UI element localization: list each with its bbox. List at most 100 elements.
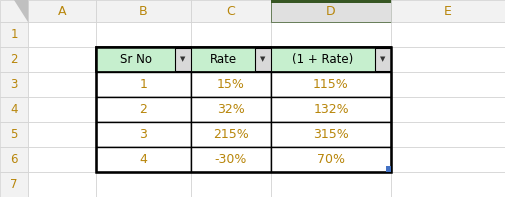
Bar xyxy=(96,47,191,72)
Bar xyxy=(0,22,28,47)
Bar xyxy=(28,0,96,22)
Bar xyxy=(191,97,271,122)
Text: C: C xyxy=(227,5,235,18)
Bar xyxy=(375,48,391,71)
Bar xyxy=(191,147,271,172)
Bar xyxy=(271,0,391,22)
Bar xyxy=(0,47,28,72)
Text: 4: 4 xyxy=(139,153,147,166)
Bar xyxy=(271,72,391,97)
Text: ▼: ▼ xyxy=(180,57,186,62)
Bar xyxy=(96,72,191,97)
Bar xyxy=(96,97,191,122)
Bar xyxy=(28,22,96,47)
Text: A: A xyxy=(58,5,66,18)
Text: ▼: ▼ xyxy=(380,57,386,62)
Bar xyxy=(191,22,271,47)
Text: 5: 5 xyxy=(10,128,18,141)
Bar xyxy=(391,72,505,97)
Bar xyxy=(271,0,391,3)
Bar xyxy=(391,22,505,47)
Bar xyxy=(386,166,391,172)
Bar xyxy=(271,97,391,122)
Text: 315%: 315% xyxy=(313,128,349,141)
Bar xyxy=(271,172,391,197)
Bar xyxy=(271,147,391,172)
Text: 15%: 15% xyxy=(217,78,245,91)
Bar xyxy=(0,147,28,172)
Text: 215%: 215% xyxy=(213,128,249,141)
Bar xyxy=(271,47,391,72)
Bar xyxy=(28,172,96,197)
Bar xyxy=(191,97,271,122)
Bar xyxy=(271,122,391,147)
Bar xyxy=(96,172,191,197)
Bar xyxy=(191,72,271,97)
Text: E: E xyxy=(444,5,452,18)
Bar xyxy=(191,47,271,72)
Text: 4: 4 xyxy=(10,103,18,116)
Bar xyxy=(391,0,505,22)
Bar xyxy=(191,72,271,97)
Bar xyxy=(271,122,391,147)
Bar xyxy=(96,47,391,172)
Bar xyxy=(28,72,96,97)
Bar xyxy=(96,147,191,172)
Bar xyxy=(391,97,505,122)
Text: -30%: -30% xyxy=(215,153,247,166)
Bar xyxy=(191,0,271,22)
Bar xyxy=(28,47,96,72)
Text: 7: 7 xyxy=(10,178,18,191)
Bar xyxy=(175,48,191,71)
Text: 70%: 70% xyxy=(317,153,345,166)
Bar xyxy=(96,0,191,22)
Text: 3: 3 xyxy=(139,128,147,141)
Bar xyxy=(28,147,96,172)
Bar xyxy=(96,72,191,97)
Bar xyxy=(96,47,191,72)
Bar xyxy=(391,47,505,72)
Bar xyxy=(271,147,391,172)
Text: 2: 2 xyxy=(139,103,147,116)
Text: D: D xyxy=(326,5,336,18)
Bar xyxy=(255,48,271,71)
Bar xyxy=(28,122,96,147)
Text: 3: 3 xyxy=(10,78,18,91)
Bar xyxy=(271,47,391,72)
Bar xyxy=(271,72,391,97)
Bar xyxy=(96,22,191,47)
Bar xyxy=(0,0,28,22)
Text: 32%: 32% xyxy=(217,103,245,116)
Bar xyxy=(191,122,271,147)
Bar xyxy=(0,122,28,147)
Bar xyxy=(0,172,28,197)
Text: Sr No: Sr No xyxy=(120,53,152,66)
Bar xyxy=(0,72,28,97)
Bar xyxy=(0,0,505,22)
Bar xyxy=(191,122,271,147)
Bar xyxy=(96,122,191,147)
Text: B: B xyxy=(139,5,148,18)
Text: 1: 1 xyxy=(10,28,18,41)
Bar xyxy=(28,97,96,122)
Text: 132%: 132% xyxy=(313,103,349,116)
Bar xyxy=(96,97,191,122)
Bar xyxy=(191,147,271,172)
Bar xyxy=(391,122,505,147)
Text: Rate: Rate xyxy=(210,53,236,66)
Text: ▼: ▼ xyxy=(260,57,266,62)
Bar xyxy=(271,97,391,122)
Bar xyxy=(391,147,505,172)
Bar xyxy=(191,47,271,72)
Bar xyxy=(96,147,191,172)
Bar xyxy=(191,172,271,197)
Text: 1: 1 xyxy=(139,78,147,91)
Bar xyxy=(96,122,191,147)
Text: (1 + Rate): (1 + Rate) xyxy=(292,53,354,66)
Text: 2: 2 xyxy=(10,53,18,66)
Bar xyxy=(271,22,391,47)
Bar xyxy=(391,172,505,197)
Text: 6: 6 xyxy=(10,153,18,166)
Bar xyxy=(0,97,28,122)
Polygon shape xyxy=(14,0,28,22)
